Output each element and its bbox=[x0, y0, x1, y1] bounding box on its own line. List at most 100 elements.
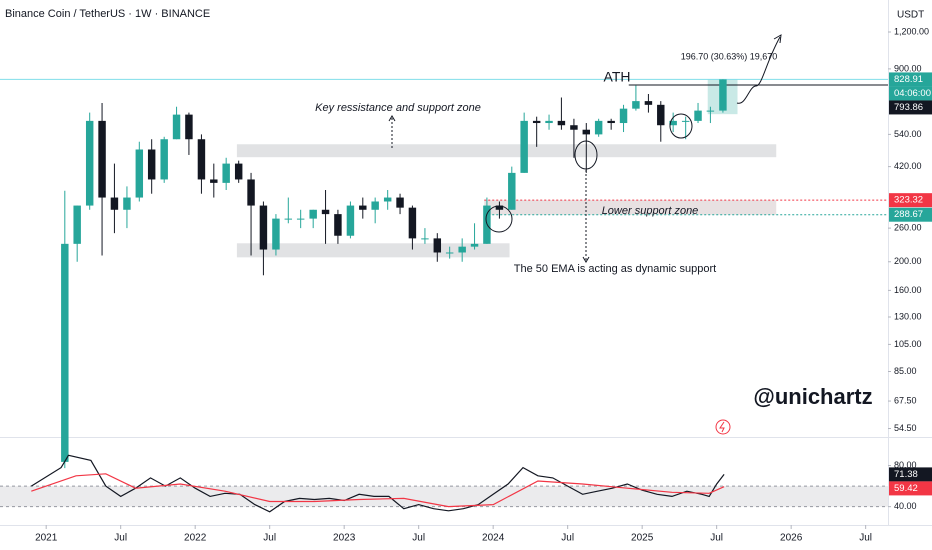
candle-body bbox=[445, 252, 454, 254]
candle-body bbox=[321, 209, 330, 215]
x-tick-label: 2023 bbox=[333, 533, 356, 544]
candle-body bbox=[234, 163, 243, 180]
candle-body bbox=[495, 205, 504, 210]
y-tick-label: 420.00 bbox=[894, 161, 922, 171]
candle-body bbox=[619, 108, 628, 124]
candle-body bbox=[61, 243, 69, 462]
y-tick-label: 85.00 bbox=[894, 366, 917, 376]
price-label-box bbox=[889, 207, 932, 222]
candle-body bbox=[681, 120, 690, 122]
rsi-label-box bbox=[889, 467, 932, 482]
candle-body bbox=[408, 207, 417, 239]
price-label: 793.86 bbox=[894, 102, 923, 113]
candle-body bbox=[582, 129, 591, 135]
rsi-line bbox=[30, 454, 725, 513]
circle-marker bbox=[669, 113, 693, 139]
candle-body bbox=[508, 172, 516, 210]
y-tick-label: 54.50 bbox=[894, 423, 917, 433]
candle-body bbox=[222, 163, 230, 183]
candle-body bbox=[346, 205, 355, 236]
rsi-tick-label: 40.00 bbox=[894, 501, 917, 511]
rsi-tick-label: 80.00 bbox=[894, 460, 917, 470]
candle-body bbox=[172, 114, 181, 140]
price-label-box bbox=[889, 100, 932, 115]
candle-body bbox=[520, 120, 528, 173]
candle-body bbox=[706, 110, 715, 112]
candle-body bbox=[296, 218, 305, 220]
candle-body bbox=[545, 120, 553, 124]
unit-label: USDT bbox=[897, 10, 924, 21]
x-tick-label: 2021 bbox=[35, 533, 58, 544]
candle-body bbox=[197, 139, 206, 180]
candle-body bbox=[210, 179, 218, 183]
countdown: 04:06:00 bbox=[894, 88, 931, 99]
projection-path bbox=[736, 36, 781, 104]
x-tick-label: Jul bbox=[561, 533, 574, 544]
candle-body bbox=[147, 149, 156, 180]
candle-body bbox=[284, 218, 293, 220]
candle-body bbox=[272, 218, 280, 250]
countdown-box bbox=[889, 86, 932, 101]
projection-head bbox=[773, 34, 782, 44]
candle-body bbox=[396, 197, 404, 208]
x-tick-label: Jul bbox=[710, 533, 723, 544]
y-tick-label: 160.00 bbox=[894, 285, 922, 295]
candle-body bbox=[557, 120, 566, 126]
event-icon[interactable] bbox=[715, 419, 731, 435]
candle-body bbox=[371, 201, 379, 210]
y-tick-label: 105.00 bbox=[894, 339, 922, 349]
y-tick-label: 67.50 bbox=[894, 395, 917, 405]
y-tick-label: 1,200.00 bbox=[894, 26, 929, 36]
candle-body bbox=[719, 79, 727, 111]
y-tick-label: 130.00 bbox=[894, 311, 922, 321]
candle-body bbox=[135, 149, 144, 198]
candle-body bbox=[632, 101, 640, 109]
candle-body bbox=[334, 214, 342, 236]
candle-body bbox=[644, 101, 653, 105]
x-tick-label: 2022 bbox=[184, 533, 207, 544]
candle-body bbox=[433, 238, 442, 253]
watermark: @unichartz bbox=[753, 384, 872, 409]
candle-body bbox=[73, 205, 81, 244]
y-tick-label: 540.00 bbox=[894, 129, 922, 139]
zone-pointer-head bbox=[388, 115, 396, 122]
x-tick-label: Jul bbox=[114, 533, 127, 544]
candle-body bbox=[532, 120, 541, 124]
y-tick-label: 260.00 bbox=[894, 222, 922, 232]
x-tick-label: Jul bbox=[263, 533, 276, 544]
candle-body bbox=[657, 104, 665, 126]
candle-body bbox=[421, 238, 429, 240]
zone bbox=[484, 200, 777, 215]
candle-body bbox=[110, 197, 119, 210]
y-tick-label: 900.00 bbox=[894, 63, 922, 73]
x-tick-label: 2025 bbox=[631, 533, 654, 544]
candle-body bbox=[259, 205, 268, 250]
price-label: 288.67 bbox=[894, 209, 923, 220]
price-label: 828.91 bbox=[894, 74, 923, 85]
candle-body bbox=[470, 243, 479, 247]
candle-body bbox=[247, 179, 255, 206]
candle-body bbox=[309, 209, 317, 219]
zone bbox=[236, 144, 777, 158]
price-label-box bbox=[889, 72, 932, 87]
rsi-label: 59.42 bbox=[894, 483, 918, 494]
price-label-box bbox=[889, 193, 932, 208]
candle-body bbox=[123, 197, 131, 210]
chart-title: Binance Coin / TetherUS · 1W · BINANCE bbox=[5, 8, 210, 20]
candle-body bbox=[694, 110, 702, 121]
y-tick-label: 200.00 bbox=[894, 256, 922, 266]
ath-label: ATH bbox=[604, 69, 631, 85]
circle-marker bbox=[574, 140, 598, 170]
rsi-line bbox=[31, 473, 725, 508]
x-tick-label: 2026 bbox=[780, 533, 803, 544]
candle-body bbox=[98, 120, 106, 198]
candle-body bbox=[359, 205, 367, 210]
candle-body bbox=[458, 246, 466, 253]
rsi-label: 71.38 bbox=[894, 469, 918, 480]
x-tick-label: Jul bbox=[859, 533, 872, 544]
rsi-label-box bbox=[889, 481, 932, 496]
price-label: 323.32 bbox=[894, 195, 923, 206]
